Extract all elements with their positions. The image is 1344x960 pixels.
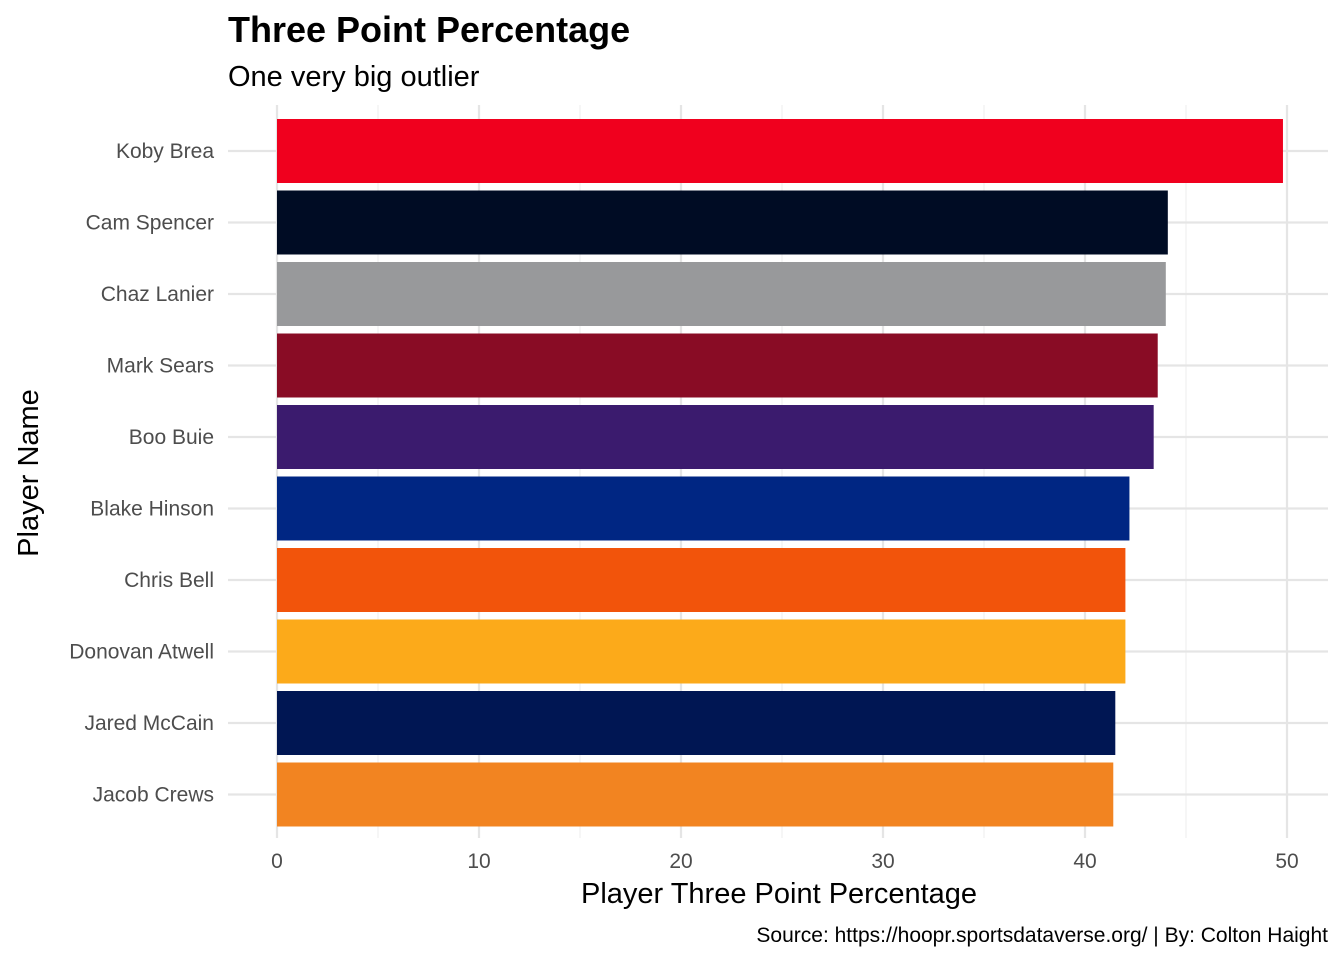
y-tick-label: Chris Bell [124, 569, 214, 592]
bars [277, 119, 1283, 827]
y-tick-label: Boo Buie [129, 426, 214, 449]
y-tick-label: Chaz Lanier [101, 283, 214, 306]
y-tick-label: Blake Hinson [90, 498, 214, 521]
bar [277, 190, 1168, 255]
bar [277, 333, 1158, 398]
x-tick-label: 50 [1275, 850, 1298, 873]
y-tick-label: Cam Spencer [86, 212, 214, 235]
x-tick-label: 20 [669, 850, 692, 873]
y-tick-labels: Koby Brea Cam Spencer Chaz Lanier Mark Sear… [69, 140, 214, 807]
bar [277, 619, 1126, 684]
bar [277, 262, 1166, 326]
x-tick-label: 10 [467, 850, 490, 873]
y-tick-label: Donovan Atwell [69, 641, 214, 664]
x-tick-label: 0 [271, 850, 283, 873]
x-axis-title: Player Three Point Percentage [581, 878, 977, 910]
y-tick-label: Jared McCain [84, 712, 214, 735]
chart-subtitle: One very big outlier [228, 61, 480, 93]
x-tick-label: 40 [1073, 850, 1096, 873]
chart-caption: Source: https://hoopr.sportsdataverse.or… [756, 924, 1328, 947]
bar [277, 548, 1126, 612]
y-axis-title: Player Name [13, 389, 45, 557]
bar [277, 476, 1130, 541]
x-tick-labels: 0 10 20 30 40 50 [271, 850, 1299, 873]
bar [277, 691, 1116, 755]
y-tick-label: Jacob Crews [93, 784, 214, 807]
bar [277, 405, 1154, 469]
bar [277, 762, 1114, 827]
y-tick-label: Koby Brea [116, 140, 214, 163]
y-tick-label: Mark Sears [107, 355, 214, 378]
chart-title: Three Point Percentage [228, 9, 630, 50]
x-tick-label: 30 [871, 850, 894, 873]
bar [277, 119, 1283, 183]
